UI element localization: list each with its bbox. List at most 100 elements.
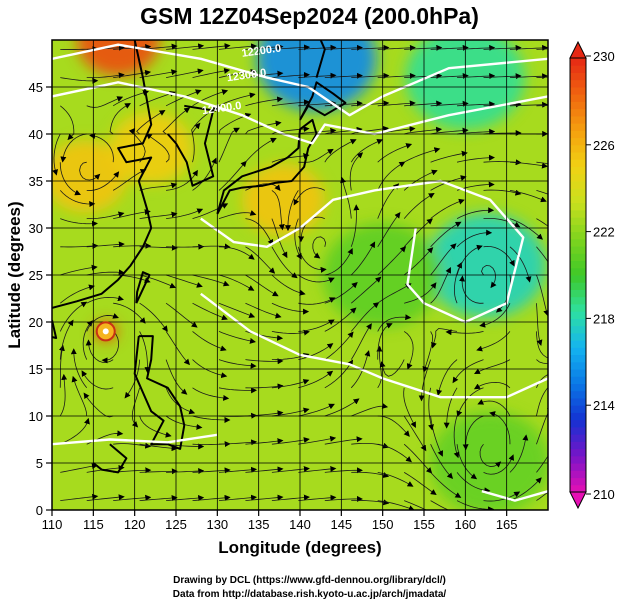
colorbar-segment (570, 426, 586, 435)
streamline (483, 73, 522, 80)
streamline (86, 269, 125, 276)
streamline (271, 379, 310, 389)
streamline (192, 359, 228, 379)
streamline (218, 439, 258, 446)
field-cold-anomaly (430, 411, 548, 510)
colorbar-segment (570, 369, 586, 377)
streamline (536, 161, 548, 165)
colorbar-segment (570, 101, 586, 110)
streamline (86, 241, 125, 248)
colorbar-segment (570, 470, 586, 479)
streamline (86, 171, 120, 191)
colorbar-segment (570, 390, 586, 399)
streamline (403, 472, 437, 496)
streamline (350, 204, 360, 247)
colorbar-tick-label: 226 (593, 138, 615, 153)
streamline (377, 500, 415, 510)
streamline (139, 274, 177, 289)
x-tick-label: 145 (330, 517, 352, 532)
x-tick-label: 165 (496, 517, 518, 532)
streamline (509, 101, 548, 108)
colorbar-segment (570, 65, 586, 73)
streamline (403, 443, 433, 474)
streamline (271, 99, 310, 107)
streamline (60, 105, 75, 141)
colorbar-segment (570, 123, 586, 131)
x-tick-label: 160 (454, 517, 476, 532)
colorbar-segment (570, 130, 586, 139)
y-tick-label: 10 (29, 409, 43, 424)
streamline (536, 218, 548, 227)
streamline (59, 319, 74, 360)
colorbar-segment (570, 209, 586, 218)
streamline (113, 494, 152, 501)
streamline (139, 495, 178, 502)
streamline (81, 370, 114, 390)
colorbar-segment (570, 231, 586, 240)
x-tick-label: 150 (372, 517, 394, 532)
streamline (218, 466, 258, 473)
streamline (324, 359, 354, 389)
streamline (430, 175, 467, 191)
streamline (218, 43, 258, 50)
streamline (139, 302, 168, 332)
colorbar-segment (570, 238, 586, 247)
streamline (245, 218, 274, 246)
colorbar-segment (570, 86, 586, 95)
streamline (192, 89, 229, 107)
streamline (271, 494, 310, 501)
streamline (298, 274, 335, 283)
streamline (351, 125, 390, 135)
colorbar-segment (570, 361, 586, 370)
streamline (430, 100, 469, 107)
streamline (112, 169, 147, 191)
streamline (483, 189, 522, 196)
streamline (509, 190, 547, 203)
streamline (403, 415, 427, 452)
streamline (60, 463, 98, 473)
streamline (324, 44, 363, 51)
streamline (271, 246, 298, 279)
colorbar-segment (570, 332, 586, 341)
colorbar-segment (570, 419, 586, 428)
streamline (474, 359, 511, 374)
streamline (218, 92, 256, 107)
streamline (58, 344, 65, 388)
colorbar-top-cap (569, 40, 587, 59)
streamline (71, 375, 88, 417)
streamline (483, 129, 522, 136)
colorbar-segment (570, 405, 586, 413)
streamline (298, 370, 334, 389)
streamline (113, 209, 151, 219)
coastline (52, 319, 58, 339)
colorbar-segment (570, 108, 586, 117)
contour-label: 12400.0 (201, 100, 242, 117)
streamline (298, 44, 337, 51)
colorbar-segment (570, 282, 586, 290)
streamline (139, 211, 178, 219)
colorbar-segment (570, 94, 586, 102)
streamline (218, 160, 247, 191)
streamline (377, 100, 416, 107)
streamline (457, 73, 496, 80)
colorbar-segment (570, 484, 586, 493)
field-warm-anomaly (242, 163, 325, 236)
streamline (350, 302, 380, 332)
streamline (377, 323, 393, 360)
y-tick-label: 30 (29, 221, 43, 236)
colorbar-segment (570, 303, 586, 312)
streamline (218, 246, 255, 260)
streamline (60, 493, 99, 501)
colorbar-bottom-cap (569, 491, 587, 510)
streamline (456, 207, 495, 219)
y-tick-label: 25 (29, 268, 43, 283)
streamline (483, 217, 521, 228)
streamline (60, 417, 90, 445)
streamline (124, 359, 141, 399)
streamline (430, 150, 468, 163)
streamline (377, 443, 412, 463)
colorbar-segment (570, 137, 586, 146)
x-tick-label: 130 (206, 517, 228, 532)
streamline (145, 133, 170, 163)
streamline (536, 48, 548, 50)
